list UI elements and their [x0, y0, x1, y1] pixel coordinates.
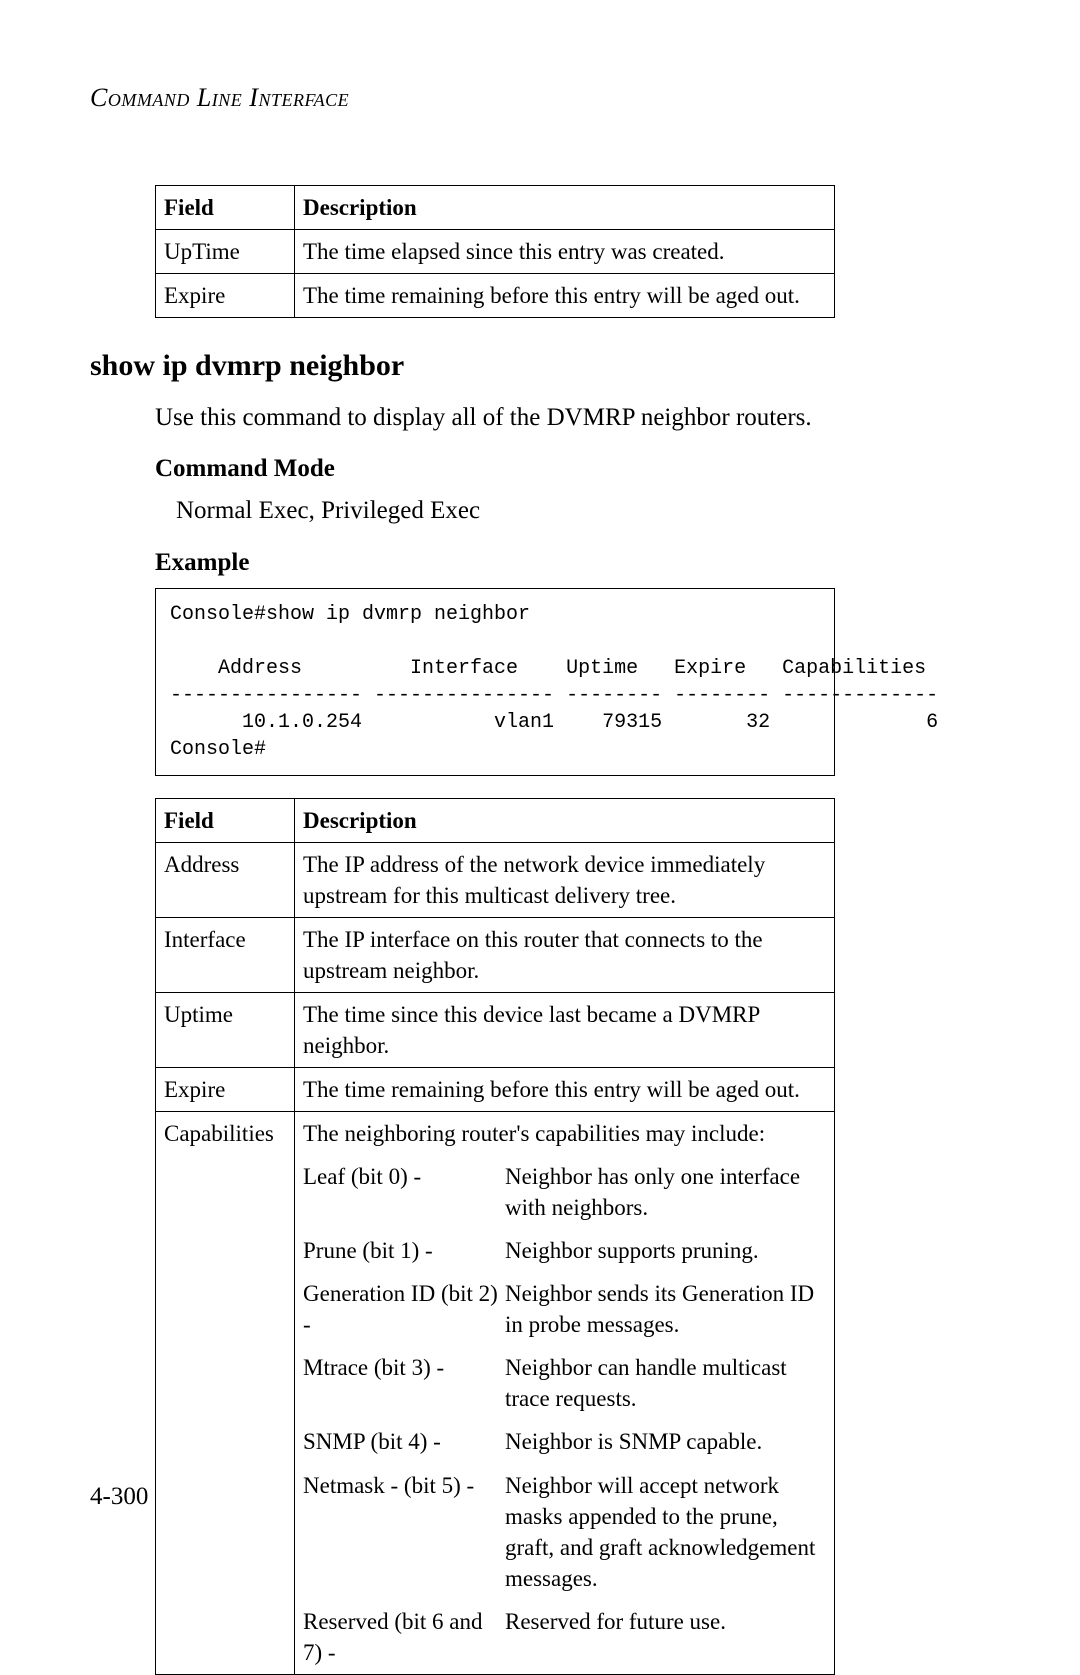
cap-bit-label: Leaf (bit 0) - [303, 1161, 505, 1223]
cell: The time remaining before this entry wil… [295, 1068, 835, 1112]
table1: Field Description UpTime The time elapse… [155, 185, 835, 318]
cap-bit-label: Reserved (bit 6 and 7) - [303, 1606, 505, 1668]
page: Command Line Interface Field Description… [0, 0, 1080, 1570]
example-label: Example [155, 546, 960, 580]
cap-bit-label: SNMP (bit 4) - [303, 1426, 505, 1457]
cap-bit-desc: Neighbor is SNMP capable. [505, 1426, 826, 1457]
cell: Expire [156, 1068, 295, 1112]
cell: The time elapsed since this entry was cr… [295, 230, 835, 274]
cap-bit-desc: Neighbor sends its Generation ID in prob… [505, 1278, 826, 1340]
running-head: Command Line Interface [90, 80, 960, 115]
table-row: Expire The time remaining before this en… [156, 1068, 835, 1112]
cell: Uptime [156, 992, 295, 1067]
section-heading: show ip dvmrp neighbor [90, 346, 960, 387]
page-number: 4-300 [90, 1480, 148, 1514]
cell: Interface [156, 917, 295, 992]
cap-bit-desc: Neighbor has only one interface with nei… [505, 1161, 826, 1223]
command-mode-label: Command Mode [155, 452, 960, 486]
table-row: Uptime The time since this device last b… [156, 992, 835, 1067]
table-row: UpTime The time elapsed since this entry… [156, 230, 835, 274]
cell: Expire [156, 274, 295, 318]
cap-bit-label: Mtrace (bit 3) - [303, 1352, 505, 1414]
cell: Capabilities [156, 1112, 295, 1675]
cell: UpTime [156, 230, 295, 274]
cell: The time since this device last became a… [295, 992, 835, 1067]
table-row: Expire The time remaining before this en… [156, 274, 835, 318]
table1-header-field: Field [156, 186, 295, 230]
cell: Address [156, 842, 295, 917]
table-row: Interface The IP interface on this route… [156, 917, 835, 992]
cap-bit-desc: Reserved for future use. [505, 1606, 826, 1668]
code-example: Console#show ip dvmrp neighbor Address I… [155, 588, 835, 776]
table1-header-desc: Description [295, 186, 835, 230]
cap-bit-desc: Neighbor supports pruning. [505, 1235, 826, 1266]
cell: The IP interface on this router that con… [295, 917, 835, 992]
cell: The IP address of the network device imm… [295, 842, 835, 917]
cap-bit-desc: Neighbor will accept network masks appen… [505, 1470, 826, 1594]
table-row: Address The IP address of the network de… [156, 842, 835, 917]
table2: Field Description Address The IP address… [155, 798, 835, 1675]
table-row: Capabilities The neighboring router's ca… [156, 1112, 835, 1156]
table2-header-desc: Description [295, 798, 835, 842]
cell: The time remaining before this entry wil… [295, 274, 835, 318]
table2-header-field: Field [156, 798, 295, 842]
intro-text: Use this command to display all of the D… [155, 401, 960, 435]
cap-bit-label: Netmask - (bit 5) - [303, 1470, 505, 1594]
cap-bit-label: Generation ID (bit 2) - [303, 1278, 505, 1340]
cap-bit-label: Prune (bit 1) - [303, 1235, 505, 1266]
command-mode-value: Normal Exec, Privileged Exec [176, 494, 960, 528]
cap-bit-desc: Neighbor can handle multicast trace requ… [505, 1352, 826, 1414]
capabilities-intro: The neighboring router's capabilities ma… [295, 1112, 835, 1156]
